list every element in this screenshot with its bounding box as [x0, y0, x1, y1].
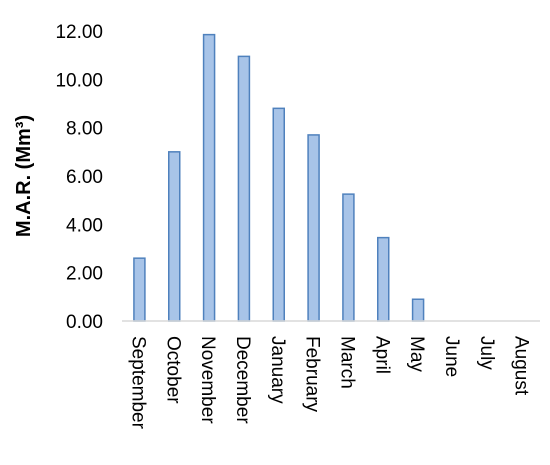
- x-tick-label: February: [302, 336, 323, 413]
- bar-september: [133, 257, 146, 322]
- x-tick-label: December: [232, 336, 253, 424]
- bar-january: [272, 107, 285, 322]
- bars: [133, 33, 425, 322]
- x-axis-ticks: September October November December January F…: [127, 336, 531, 430]
- x-tick-label: April: [371, 336, 392, 374]
- x-tick-label: August: [511, 336, 532, 396]
- y-axis-title: M.A.R. (Mm³): [13, 115, 35, 237]
- y-tick-label: 4.00: [66, 215, 103, 236]
- y-tick-label: 12.00: [55, 22, 103, 43]
- y-tick-label: 8.00: [66, 119, 103, 140]
- x-tick-label: July: [476, 336, 497, 370]
- x-tick-label: June: [441, 336, 462, 377]
- y-tick-label: 6.00: [66, 167, 103, 188]
- y-axis-ticks: 0.00 2.00 4.00 6.00 8.00 10.00 12.00: [55, 22, 103, 333]
- x-tick-label: November: [197, 336, 218, 424]
- bar-may: [411, 298, 425, 322]
- x-tick-label: January: [267, 336, 288, 404]
- x-tick-label: September: [127, 336, 148, 430]
- x-tick-label: May: [406, 336, 427, 372]
- y-tick-label: 10.00: [55, 70, 103, 91]
- x-tick-label: October: [162, 336, 183, 404]
- x-tick-label: March: [336, 336, 357, 389]
- bar-april: [377, 236, 390, 322]
- y-tick-label: 2.00: [66, 264, 103, 285]
- bar-november: [202, 33, 216, 322]
- y-tick-label: 0.00: [66, 312, 103, 333]
- bar-march: [342, 193, 355, 322]
- bar-october: [168, 151, 181, 322]
- bar-february: [307, 134, 320, 322]
- bar-december: [237, 55, 251, 322]
